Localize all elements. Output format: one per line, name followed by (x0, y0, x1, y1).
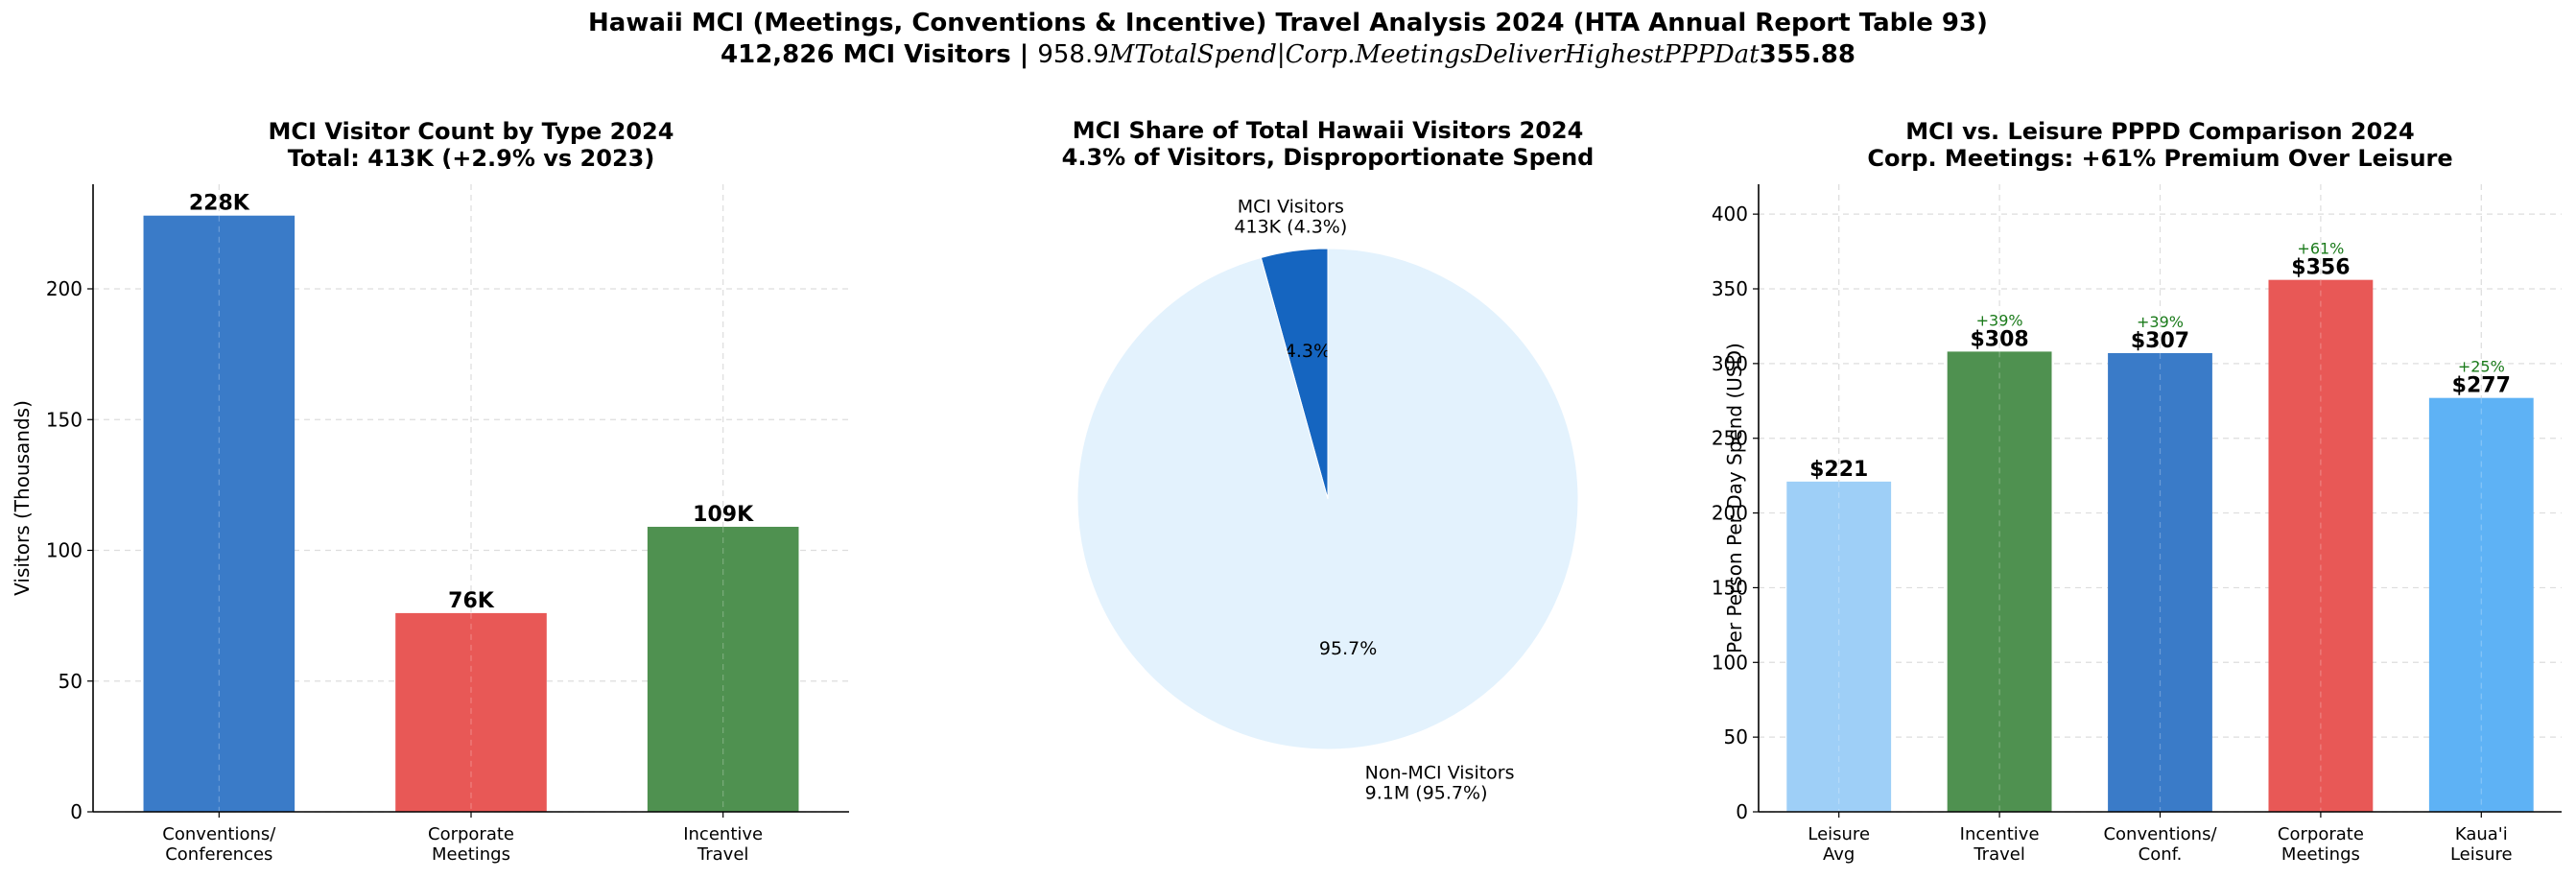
y-tick-label: 300 (1712, 352, 1748, 375)
x-tick-label: Corporate Meetings (428, 824, 514, 865)
y-tick-label: 200 (46, 277, 83, 300)
bar-value-label: 228K (189, 192, 250, 216)
x-tick-label: Conventions/Conf. (2103, 824, 2217, 865)
bar (1786, 481, 1892, 812)
bar (2268, 279, 2374, 813)
figure-title-line1: Hawaii MCI (Meetings, Conventions & Ince… (588, 9, 1988, 37)
x-tick-label: Leisure Avg (1808, 824, 1870, 865)
bar-chart-2: MCI vs. Leisure PPPD Comparison 2024Corp… (1712, 118, 2562, 865)
bar-value-label: $221 (1809, 458, 1868, 482)
bar (2108, 352, 2212, 812)
y-tick-label: 100 (46, 539, 83, 562)
y-tick-label: 200 (1712, 502, 1748, 525)
figure-title-line2: 412,826 MCI Visitors | 958.9MTotalSpend|… (0, 39, 2576, 71)
y-tick-label: 50 (59, 670, 83, 693)
y-tick-label: 0 (1736, 800, 1748, 823)
pie-chart-1: MCI Share of Total Hawaii Visitors 20244… (1062, 117, 1595, 803)
bar-value-label: 109K (693, 503, 754, 527)
pie-slice-label: MCI Visitors 413K (4.3%) (1234, 197, 1347, 238)
bar-premium-label: +39% (1976, 311, 2023, 329)
figure-title-part-b: 958.9 (1037, 40, 1109, 69)
bar-premium-label: +61% (2297, 240, 2344, 258)
bar-premium-label: +25% (2458, 358, 2505, 376)
bar-value-label: $307 (2131, 329, 2189, 353)
bar (143, 215, 295, 812)
y-axis-label: Per Person Per Day Spend (USD) (1723, 343, 1746, 653)
y-tick-label: 400 (1712, 202, 1748, 226)
chart-title: MCI vs. Leisure PPPD Comparison 2024 (1905, 118, 2414, 145)
pie-pct-label: 4.3% (1285, 341, 1331, 362)
bar-value-label: 76K (448, 589, 495, 613)
figure-title-part-d: 355.88 (1759, 40, 1855, 69)
x-tick-label: Kaua'i Leisure (2450, 824, 2513, 865)
bar (647, 526, 799, 812)
figure-title-part-c: MTotalSpend|Corp.MeetingsDeliverHighestP… (1108, 40, 1760, 69)
bar-value-label: $308 (1970, 327, 2028, 351)
x-tick-label: Incentive Travel (1960, 824, 2040, 865)
figure-title-part-a: 412,826 MCI Visitors | (721, 40, 1038, 69)
pie-slice (1076, 248, 1579, 750)
y-axis-label: Visitors (Thousands) (11, 400, 34, 596)
bar-value-label: $356 (2291, 256, 2350, 280)
bar-premium-label: +39% (2137, 313, 2184, 331)
chart-title: MCI Visitor Count by Type 2024 (269, 118, 674, 145)
bar (2428, 397, 2534, 812)
chart-title: MCI Share of Total Hawaii Visitors 2024 (1073, 117, 1584, 144)
y-tick-label: 0 (70, 800, 83, 823)
pie-slice-label: Non-MCI Visitors 9.1M (95.7%) (1365, 762, 1515, 803)
y-tick-label: 100 (1712, 651, 1748, 674)
y-tick-label: 50 (1724, 725, 1748, 748)
chart-subtitle: 4.3% of Visitors, Disproportionate Spend (1062, 144, 1595, 171)
figure-title: Hawaii MCI (Meetings, Conventions & Ince… (0, 8, 2576, 71)
chart-subtitle: Total: 413K (+2.9% vs 2023) (288, 145, 655, 172)
y-tick-label: 150 (46, 408, 83, 431)
pie-pct-label: 95.7% (1319, 638, 1377, 659)
chart-subtitle: Corp. Meetings: +61% Premium Over Leisur… (1867, 145, 2452, 172)
y-tick-label: 350 (1712, 277, 1748, 300)
bar (395, 612, 547, 812)
x-tick-label: Incentive Travel (683, 824, 763, 865)
y-tick-label: 150 (1712, 576, 1748, 599)
bar-value-label: $277 (2452, 374, 2511, 398)
x-tick-label: Conventions/Conferences (162, 824, 276, 865)
x-tick-label: Corporate Meetings (2278, 824, 2364, 865)
bar (1947, 351, 2052, 812)
y-tick-label: 250 (1712, 427, 1748, 450)
